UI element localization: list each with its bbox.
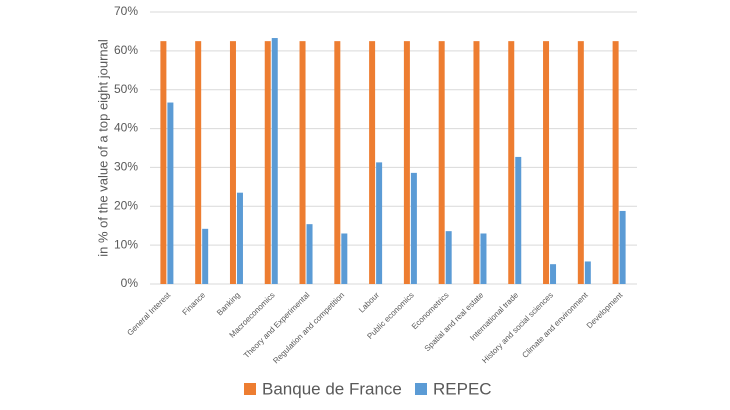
bar: [445, 231, 452, 284]
bar: [306, 224, 313, 284]
bar: [229, 41, 236, 285]
bar: [403, 41, 410, 285]
bar: [236, 192, 243, 284]
bar: [619, 210, 626, 284]
y-tick-label: 30%: [114, 160, 138, 174]
y-tick-label: 20%: [114, 198, 138, 212]
bar: [410, 172, 417, 284]
x-tick-label: Theory and Experimental: [242, 290, 312, 360]
y-tick-label: 70%: [114, 4, 138, 18]
y-tick-label: 60%: [114, 43, 138, 57]
bar: [612, 41, 619, 285]
y-axis-label: in % of the value of a top eight journal: [95, 39, 110, 257]
bar: [271, 38, 278, 284]
bar: [438, 41, 445, 285]
bar: [515, 156, 522, 284]
bar: [195, 41, 202, 285]
bar: [473, 41, 480, 285]
x-tick-label: Finance: [181, 290, 208, 317]
bar: [508, 41, 515, 285]
bar: [369, 41, 376, 285]
x-tick-label: Spatial and real estate: [423, 290, 486, 353]
bar: [543, 41, 550, 285]
bar: [264, 41, 271, 285]
x-tick-label: Regulation and competition: [271, 291, 346, 366]
bar: [550, 264, 557, 284]
legend-label: REPEC: [433, 379, 492, 398]
bar: [299, 41, 306, 285]
x-tick-label: History and social sciences: [480, 291, 555, 366]
legend-swatch: [415, 383, 427, 395]
x-tick-label: General Interest: [125, 290, 172, 337]
bar: [376, 162, 383, 284]
bar: [202, 228, 209, 284]
y-tick-label: 0%: [121, 276, 139, 290]
legend-swatch: [244, 383, 256, 395]
y-tick-label: 50%: [114, 82, 138, 96]
bar: [167, 102, 174, 284]
x-tick-label: Climate and environment: [520, 290, 590, 360]
y-tick-label: 40%: [114, 121, 138, 135]
x-tick-label: Labour: [357, 290, 381, 314]
bar: [334, 41, 341, 285]
legend-label: Banque de France: [262, 379, 402, 398]
x-tick-label: Development: [585, 290, 625, 330]
y-tick-label: 10%: [114, 237, 138, 251]
x-tick-label: Banking: [215, 291, 242, 318]
bar: [584, 261, 591, 284]
bar: [577, 41, 584, 285]
bar: [160, 41, 167, 285]
bar: [480, 233, 487, 284]
bar: [341, 233, 348, 284]
